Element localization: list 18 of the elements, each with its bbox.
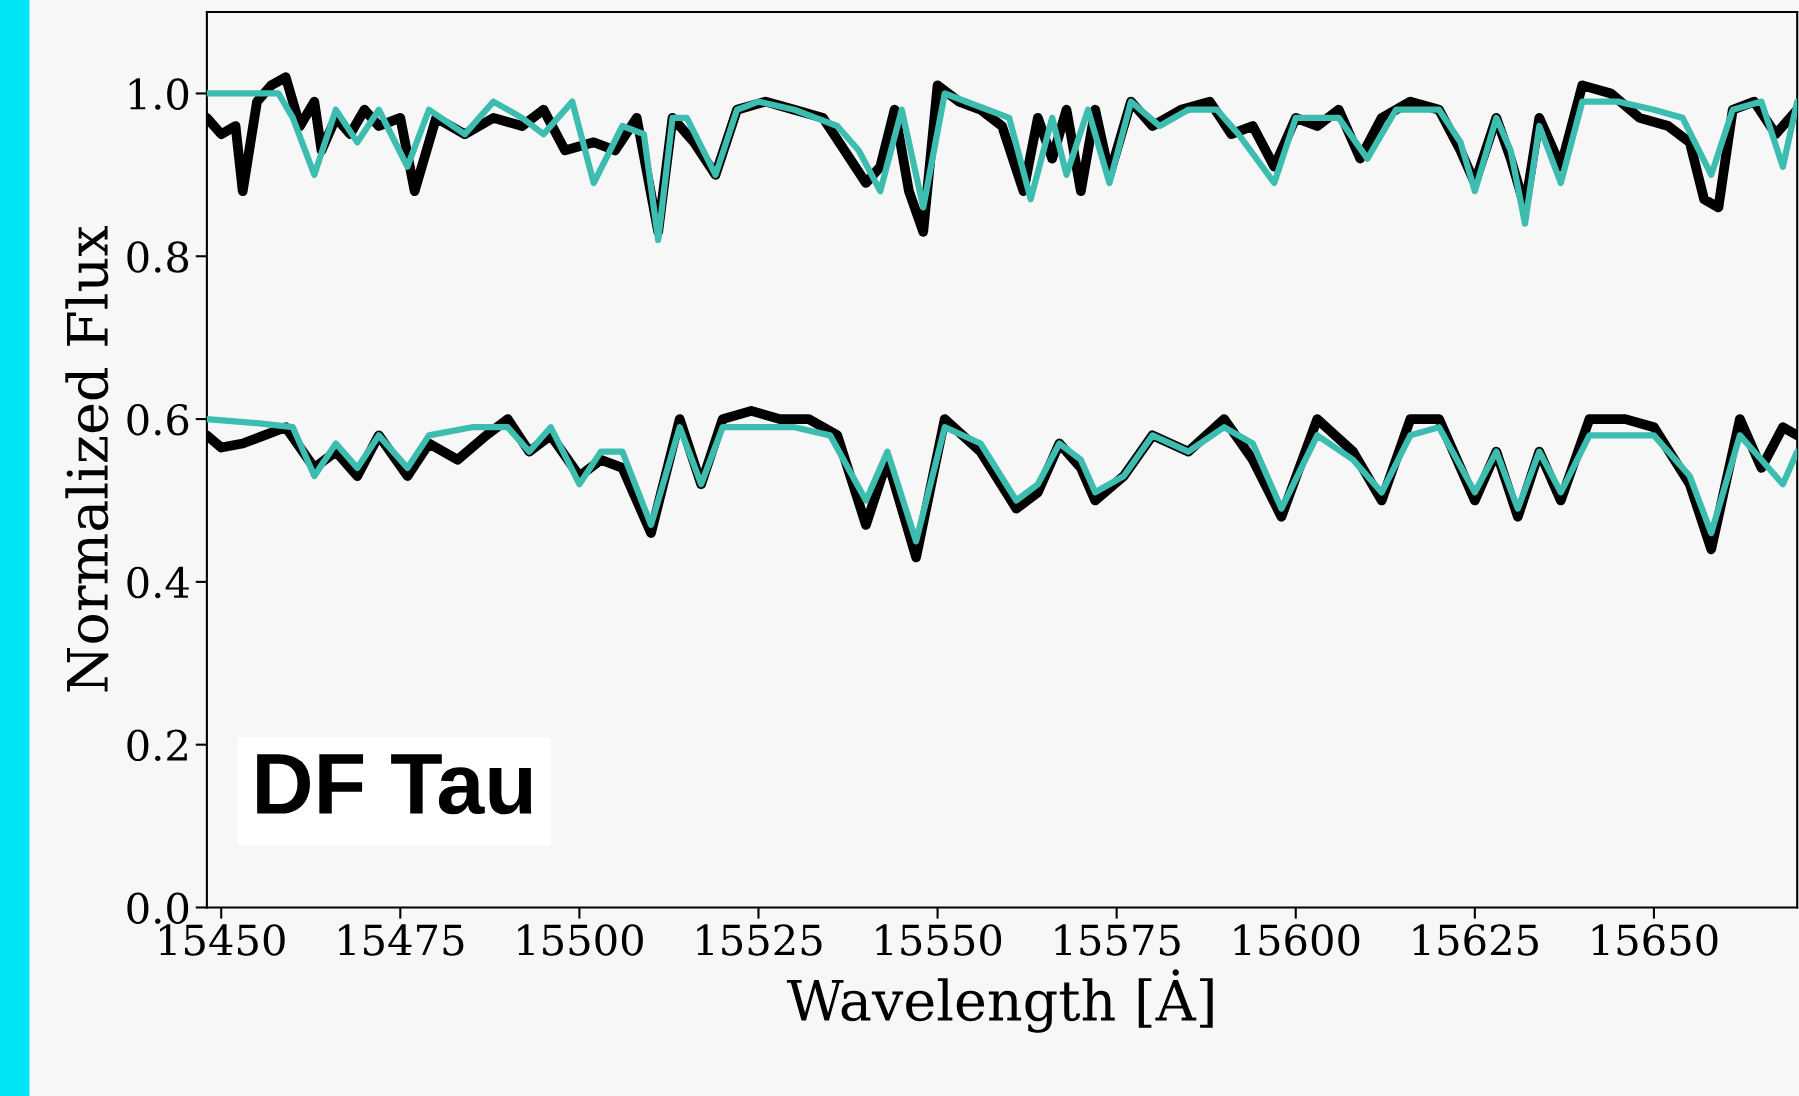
x-tick-label: 15450: [160, 924, 285, 956]
y-tick-label: 1.0: [129, 78, 189, 110]
y-tick-label: 0.0: [127, 892, 189, 924]
y-tick-label: 0.8: [127, 241, 189, 273]
x-tick-label: 15600: [1234, 924, 1360, 956]
x-axis-title: Wavelength [Ȧ]: [786, 969, 1213, 1033]
x-tick-label: 15625: [1413, 924, 1538, 956]
x-tick-label: 15500: [518, 924, 643, 956]
x-tick-label: 15550: [876, 924, 1002, 956]
annotation: DF Tau: [257, 754, 532, 815]
x-tick-label: 15475: [339, 924, 464, 956]
x-tick-label: 15650: [1592, 924, 1718, 956]
x-tick-label: 15525: [697, 924, 822, 956]
y-tick-label: 0.6: [127, 403, 189, 436]
y-tick-label: 0.4: [127, 566, 189, 599]
y-tick-label: 0.2: [127, 729, 187, 762]
y-axis-title: Normalized Flux: [65, 226, 109, 692]
x-tick-label: 15575: [1055, 924, 1180, 956]
